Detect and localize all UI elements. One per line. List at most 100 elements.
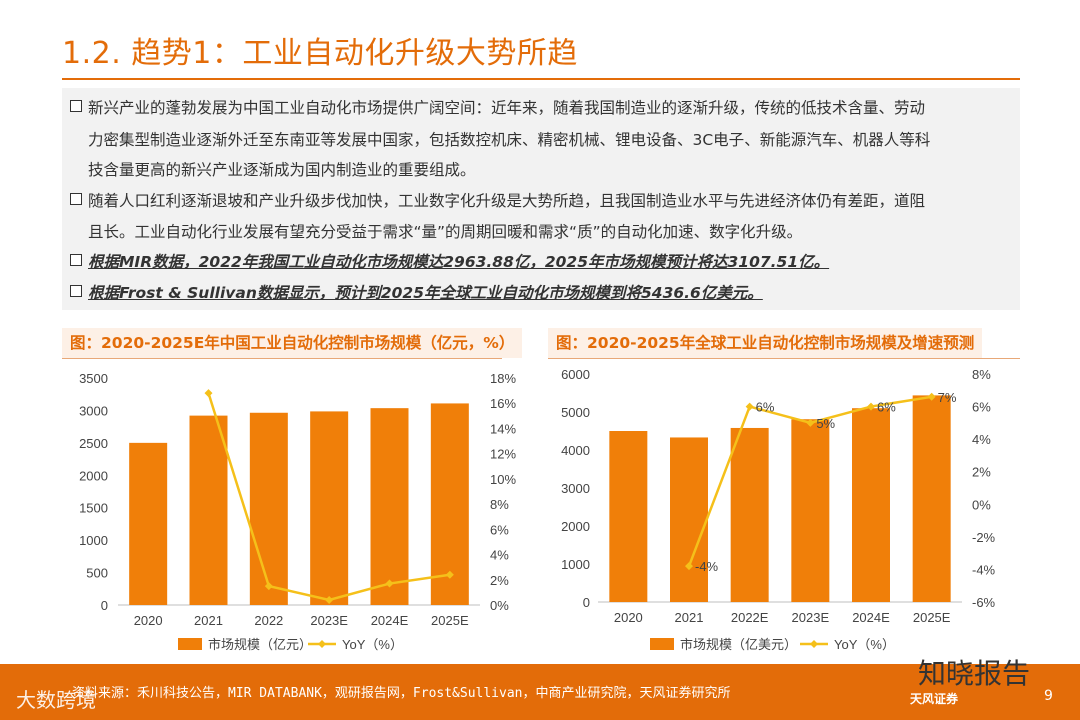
- bar-2024E: [370, 408, 409, 605]
- y2-tick-label: -4%: [972, 562, 996, 577]
- watermark-right: 知晓报告: [918, 657, 1031, 690]
- y-tick-label: 3000: [561, 481, 590, 496]
- y2-tick-label: 16%: [490, 396, 516, 411]
- bar-2021: [670, 437, 708, 602]
- yoy-point-2024E: [385, 579, 394, 588]
- chart1-title-rule: [62, 358, 502, 359]
- bullet-panel: 新兴产业的蓬勃发展为中国工业自动化市场提供广阔空间：近年来，随着我国制造业的逐渐…: [62, 88, 1020, 310]
- y2-tick-label: 0%: [490, 598, 509, 613]
- yoy-data-label: -4%: [695, 559, 719, 574]
- x-tick-label: 2021: [675, 610, 704, 625]
- footer-bar: [0, 664, 1080, 720]
- x-tick-label: 2022: [254, 613, 283, 628]
- bullet-line-7: 根据Frost & Sullivan数据显示，预计到2025年全球工业自动化市场…: [70, 277, 763, 309]
- y2-tick-label: 4%: [972, 432, 991, 447]
- legend-bar-swatch: [178, 638, 202, 650]
- charts-canvas: 0 500 1000 1500 2000 2500 3000 3500 0% 2% 4% 6% 8% 10…: [79, 367, 996, 652]
- y2-tick-label: 6%: [972, 400, 991, 415]
- bullet-line-4: 随着人口红利逐渐退坡和产业升级步伐加快，工业数字化升级是大势所趋，且我国制造业水…: [70, 185, 925, 217]
- brand-logo: 天风证券: [910, 692, 959, 706]
- x-tick-label: 2020: [134, 613, 163, 628]
- x-tick-label: 2025E: [913, 610, 951, 625]
- bar-2025E: [912, 395, 951, 602]
- y2-tick-label: -2%: [972, 530, 996, 545]
- y2-tick-label: 0%: [972, 497, 991, 512]
- checkbox-square-icon: [70, 193, 82, 205]
- bar-2020: [129, 442, 168, 605]
- yoy-point-2025E: [927, 392, 936, 401]
- x-tick-label: 2024E: [852, 610, 890, 625]
- x-tick-label: 2024E: [371, 613, 409, 628]
- bar-2022E: [730, 427, 769, 602]
- y-tick-label: 2000: [561, 519, 590, 534]
- y2-tick-label: 14%: [490, 421, 516, 436]
- y2-tick-label: 2%: [490, 573, 509, 588]
- bar-2023E: [791, 419, 830, 602]
- x-tick-label: 2022E: [731, 610, 769, 625]
- y2-tick-label: 6%: [490, 522, 509, 537]
- x-tick-label: 2023E: [792, 610, 830, 625]
- title-divider: [62, 78, 1020, 80]
- legend-bar-swatch: [650, 638, 674, 650]
- bullet-line-5: 且长。工业自动化行业发展有望充分受益于需求“量”的周期回暖和需求“质”的自动化加…: [88, 223, 803, 241]
- yoy-point-2024E: [867, 402, 875, 411]
- y2-tick-label: 8%: [972, 367, 991, 382]
- legend-line-label: YoY（%）: [834, 637, 895, 652]
- yoy-point-2023E: [806, 418, 815, 427]
- y-tick-label: 4000: [561, 443, 590, 458]
- y-tick-label: 1000: [561, 557, 590, 572]
- legend-bar-label: 市场规模（亿元）: [208, 637, 312, 652]
- yoy-data-label: 6%: [877, 400, 896, 415]
- bullet-line-3: 技含量更高的新兴产业逐渐成为国内制造业的重要组成。: [88, 161, 476, 179]
- x-tick-label: 2021: [194, 613, 223, 628]
- bullet-line-1: 新兴产业的蓬勃发展为中国工业自动化市场提供广阔空间：近年来，随着我国制造业的逐渐…: [70, 92, 925, 124]
- yoy-point-2022E: [745, 402, 754, 411]
- y2-tick-label: 8%: [490, 497, 509, 512]
- bullet-line-6: 根据MIR数据，2022年我国工业自动化市场规模达2963.88亿，2025年市…: [70, 246, 829, 278]
- yoy-data-label: 6%: [756, 400, 775, 415]
- legend-bar-label: 市场规模（亿美元）: [680, 637, 797, 652]
- y2-tick-label: 2%: [972, 465, 991, 480]
- y-tick-label: 6000: [561, 367, 590, 382]
- checkbox-square-icon: [70, 254, 82, 266]
- bar-2022: [249, 412, 288, 605]
- bar-2023E: [310, 411, 349, 605]
- y-tick-label: 0: [101, 598, 108, 613]
- yoy-data-label: 7%: [938, 390, 957, 405]
- y2-tick-label: -6%: [972, 595, 996, 610]
- yoy-point-2023E: [325, 595, 334, 604]
- yoy-point-2022: [264, 582, 273, 591]
- yoy-data-label: 5%: [816, 416, 835, 431]
- legend-line-label: YoY（%）: [342, 637, 403, 652]
- chart2-title-rule: [548, 358, 1020, 359]
- bar-2021: [189, 415, 228, 605]
- checkbox-square-icon: [70, 285, 82, 297]
- y2-tick-label: 12%: [490, 447, 516, 462]
- y-tick-label: 0: [583, 595, 590, 610]
- y2-tick-label: 10%: [490, 472, 516, 487]
- watermark-left: 大数跨境: [16, 688, 96, 712]
- y-tick-label: 500: [86, 566, 108, 581]
- chart2-title: 图：2020-2025年全球工业自动化控制市场规模及增速预测: [548, 328, 983, 358]
- yoy-point-2021: [685, 562, 693, 571]
- y-tick-label: 2000: [79, 468, 108, 483]
- checkbox-square-icon: [70, 100, 82, 112]
- bar-2020: [609, 431, 648, 602]
- y2-tick-label: 4%: [490, 548, 509, 563]
- y2-tick-label: 18%: [490, 371, 516, 386]
- yoy-point-2021: [204, 389, 213, 398]
- page-number: 9: [1044, 688, 1053, 704]
- yoy-point-2025E: [445, 570, 454, 579]
- y-tick-label: 5000: [561, 405, 590, 420]
- chart1-title: 图：2020-2025E年中国工业自动化控制市场规模（亿元，%）: [62, 328, 523, 358]
- x-tick-label: 2020: [614, 610, 643, 625]
- y-tick-label: 2500: [79, 436, 108, 451]
- y-tick-label: 3000: [79, 403, 108, 418]
- legend-line-marker: [318, 640, 326, 648]
- y-tick-label: 3500: [79, 371, 108, 386]
- y-tick-label: 1000: [79, 533, 108, 548]
- x-tick-label: 2023E: [310, 613, 348, 628]
- bar-2024E: [852, 408, 890, 602]
- y-tick-label: 1500: [79, 501, 108, 516]
- page-title: 1.2. 趋势1：工业自动化升级大势所趋: [62, 36, 578, 71]
